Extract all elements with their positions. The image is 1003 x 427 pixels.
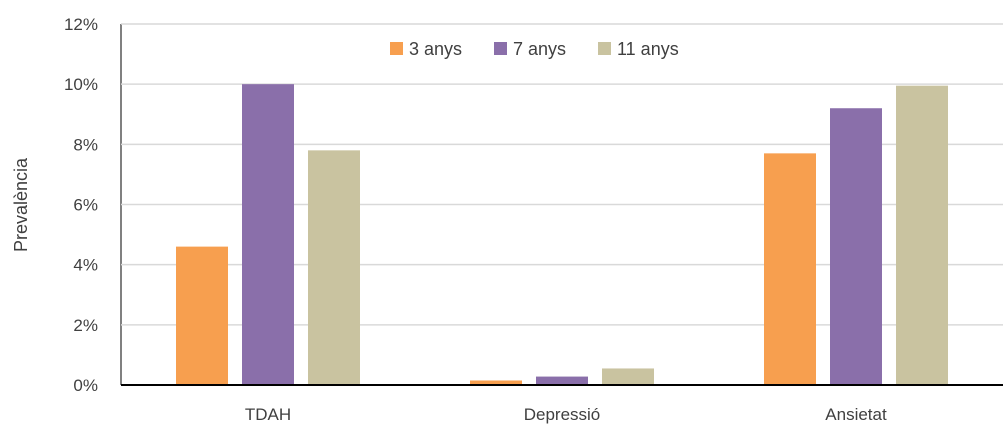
bar	[830, 108, 882, 385]
bar	[896, 85, 948, 385]
legend-label: 11 anys	[617, 39, 679, 59]
legend-label: 3 anys	[409, 39, 462, 59]
bar	[536, 376, 588, 385]
legend-swatch	[390, 42, 403, 55]
y-tick-label: 8%	[73, 135, 98, 154]
legend-swatch	[598, 42, 611, 55]
legend: 3 anys 7 anys 11 anys	[390, 39, 679, 59]
y-tick-label: 4%	[73, 256, 98, 275]
y-tick-labels: 0% 2% 4% 6% 8% 10% 12%	[64, 15, 98, 395]
y-tick-label: 2%	[73, 316, 98, 335]
bar	[470, 380, 522, 385]
x-category-label: TDAH	[245, 405, 291, 424]
bars	[176, 84, 948, 386]
bar	[602, 368, 654, 385]
category-labels: TDAH Depressió Ansietat	[245, 405, 887, 424]
y-tick-label: 6%	[73, 196, 98, 215]
bar	[176, 246, 228, 385]
bar	[764, 153, 816, 385]
y-tick-label: 10%	[64, 75, 98, 94]
x-category-label: Ansietat	[825, 405, 887, 424]
legend-swatch	[494, 42, 507, 55]
bar	[308, 150, 360, 385]
x-category-label: Depressió	[524, 405, 601, 424]
legend-label: 7 anys	[513, 39, 566, 59]
y-axis-title: Prevalència	[11, 157, 31, 252]
y-tick-label: 12%	[64, 15, 98, 34]
y-tick-label: 0%	[73, 376, 98, 395]
bar	[242, 84, 294, 386]
